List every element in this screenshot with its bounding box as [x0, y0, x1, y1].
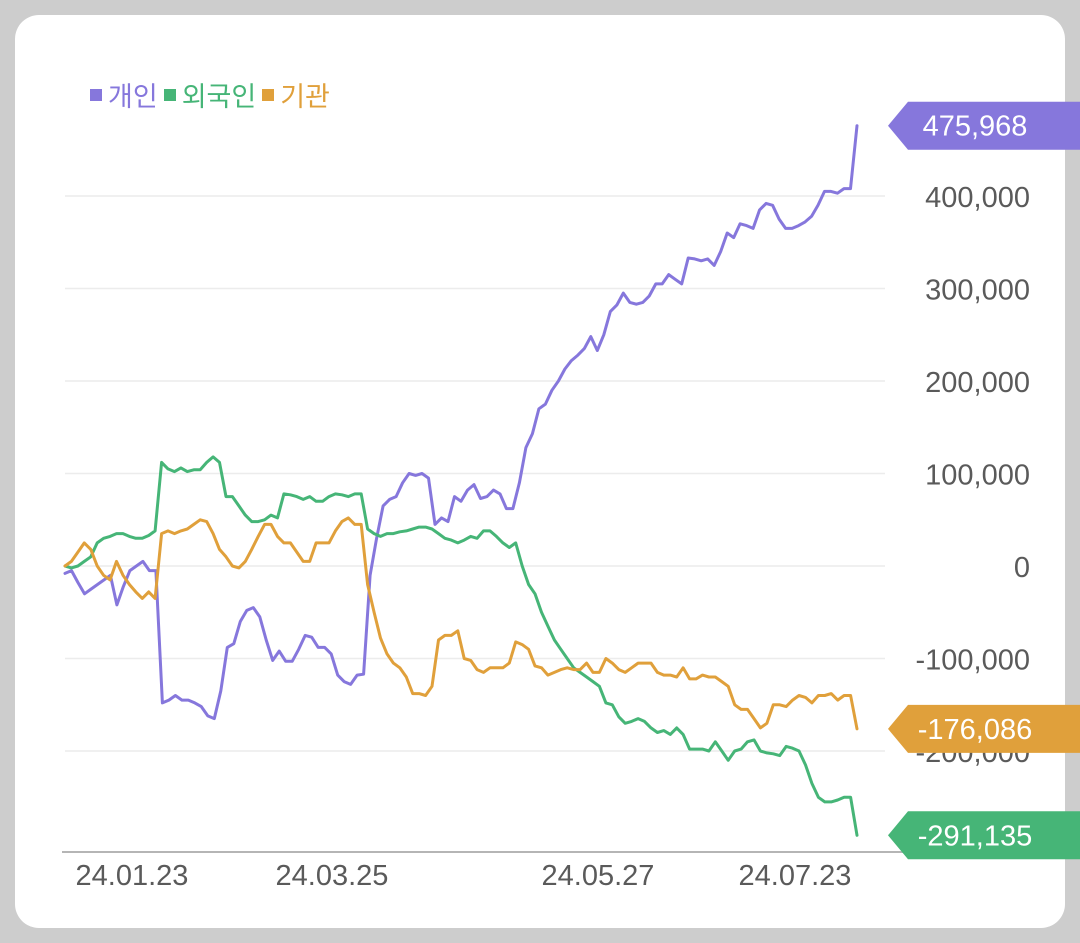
legend-swatch-institution	[262, 88, 275, 101]
y-axis-ticks: 400,000300,000200,000100,0000-100,000-20…	[916, 182, 1031, 769]
y-tick-label: -100,000	[916, 645, 1031, 677]
y-tick-label: 200,000	[925, 367, 1030, 399]
legend-swatch-foreign	[163, 88, 176, 101]
series-line-1	[63, 455, 859, 837]
y-tick-label: 300,000	[925, 275, 1030, 307]
x-tick-label: 24.03.25	[276, 860, 389, 892]
legend-label-foreign: 외국인	[181, 82, 257, 113]
legend-label-institution: 기관	[280, 82, 330, 113]
x-tick-label: 24.05.27	[542, 860, 655, 892]
y-tick-label: 400,000	[925, 182, 1030, 214]
legend: 개인 외국인 기관	[90, 75, 336, 114]
last-value-tag-text: 475,968	[923, 111, 1028, 143]
y-tick-label: 0	[1014, 552, 1030, 584]
last-value-tag-1: -291,135	[888, 811, 1080, 860]
y-tick-label: 100,000	[925, 460, 1030, 492]
last-value-tags: 475,968 -291,135 -176,086	[888, 101, 1080, 860]
legend-item-individual[interactable]: 개인	[90, 75, 158, 114]
grid-lines	[65, 195, 885, 752]
last-value-tag-2: -176,086	[888, 704, 1080, 753]
legend-label-individual: 개인	[108, 82, 158, 113]
legend-swatch-individual	[90, 88, 102, 101]
x-tick-label: 24.01.23	[76, 860, 189, 892]
last-value-tag-text: -176,086	[918, 714, 1033, 746]
x-axis-ticks: 24.01.23 24.03.25 24.05.27 24.07.23	[76, 860, 852, 892]
last-value-tag-shape	[888, 811, 1080, 860]
x-tick-label: 24.07.23	[739, 860, 852, 892]
legend-item-institution[interactable]: 기관	[262, 75, 330, 114]
last-value-tag-shape	[888, 101, 1080, 150]
series-line-0	[63, 124, 859, 721]
last-value-tag-text: -291,135	[918, 820, 1033, 852]
series-line-2	[63, 516, 859, 731]
last-value-tag-0: 475,968	[888, 101, 1080, 150]
series-lines	[63, 124, 859, 837]
legend-item-foreign[interactable]: 외국인	[163, 75, 257, 114]
last-value-tag-shape	[888, 704, 1080, 753]
